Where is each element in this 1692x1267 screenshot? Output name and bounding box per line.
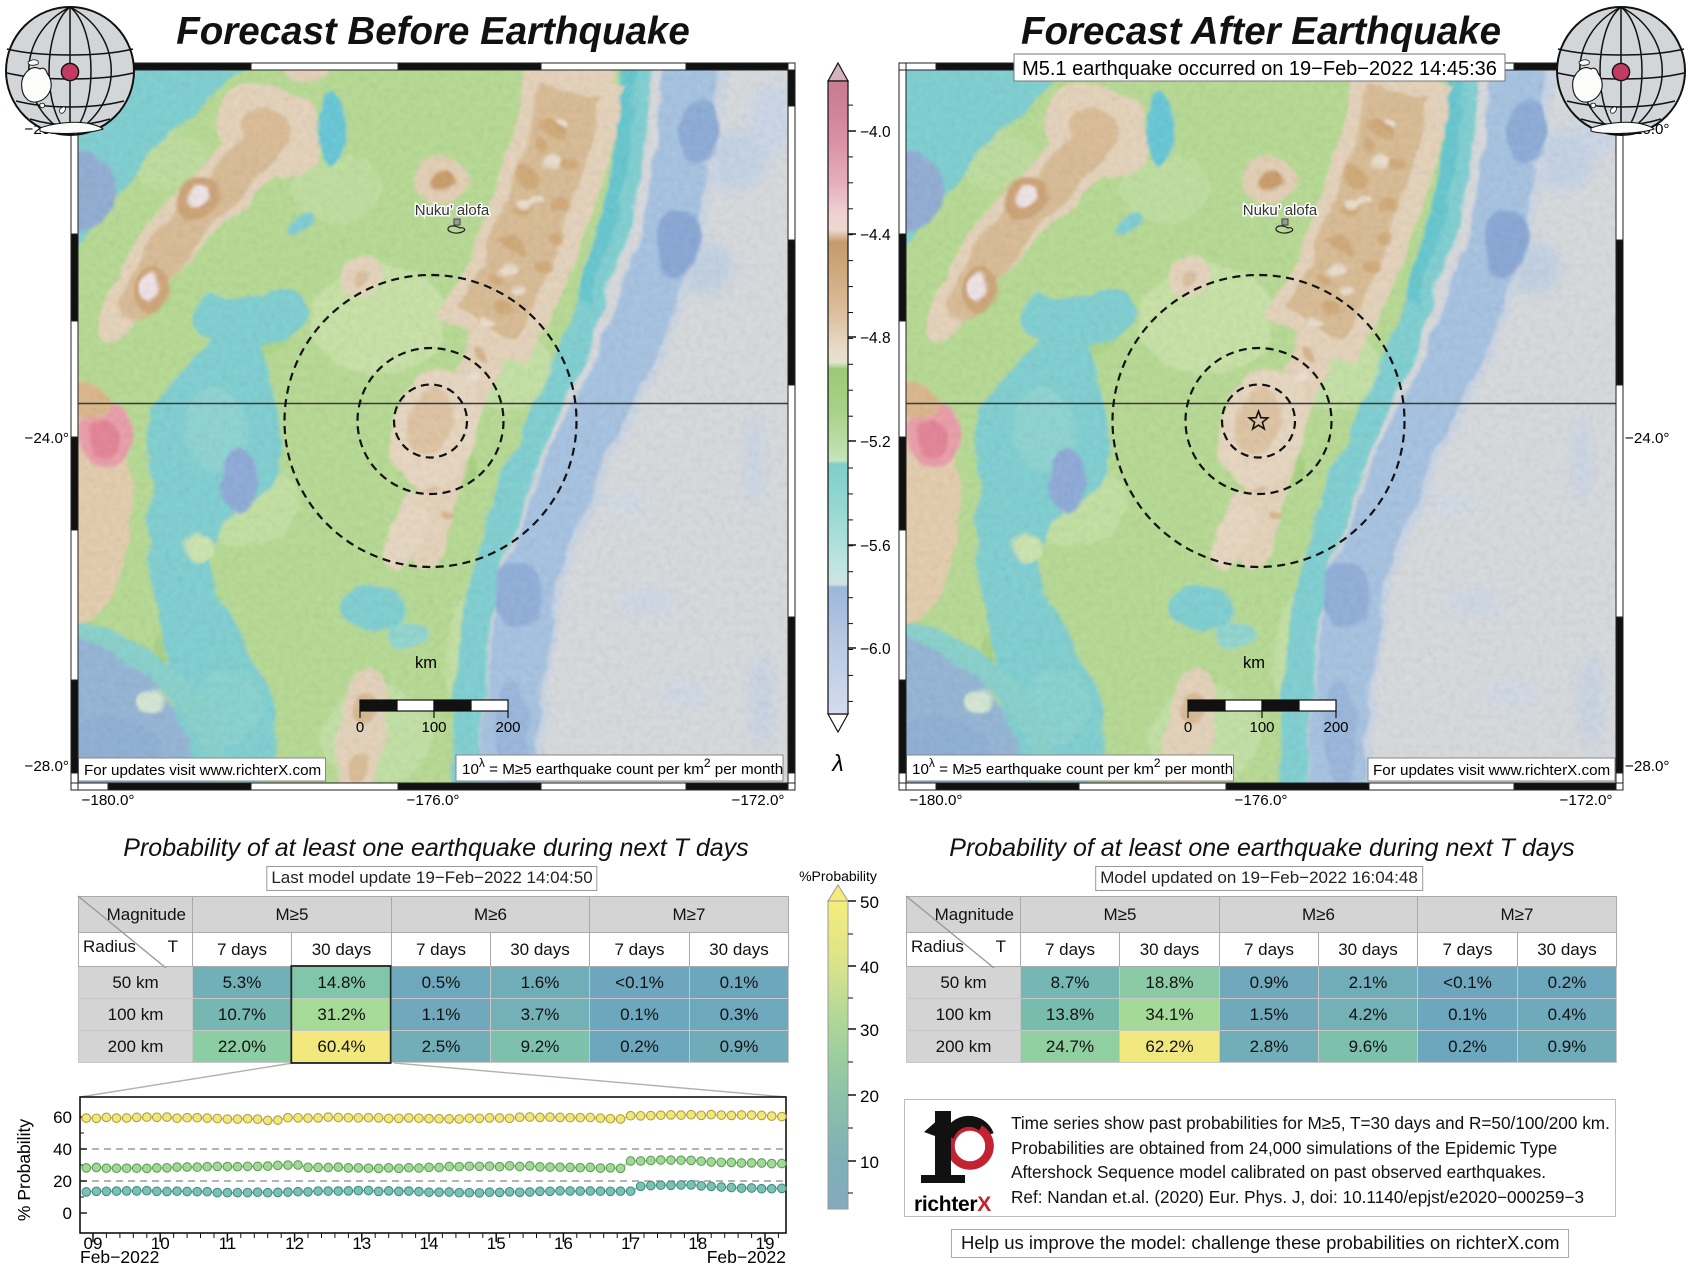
svg-text:−4.0: −4.0 — [860, 124, 891, 141]
svg-text:−176.0°: −176.0° — [1235, 792, 1288, 809]
svg-text:30: 30 — [860, 1021, 879, 1040]
svg-text:−5.6: −5.6 — [860, 538, 891, 555]
svg-text:−28.0°: −28.0° — [1625, 758, 1670, 775]
svg-text:17: 17 — [621, 1234, 640, 1253]
svg-text:−5.2: −5.2 — [860, 434, 891, 451]
svg-text:−20.0°: −20.0° — [1625, 121, 1670, 138]
svg-text:13: 13 — [352, 1234, 371, 1253]
svg-text:40: 40 — [53, 1140, 72, 1159]
svg-text:−28.0°: −28.0° — [24, 758, 69, 775]
svg-text:−172.0°: −172.0° — [732, 792, 785, 809]
svg-text:Feb−2022: Feb−2022 — [80, 1247, 159, 1267]
svg-text:−172.0°: −172.0° — [1560, 792, 1613, 809]
svg-text:−6.0: −6.0 — [860, 641, 891, 658]
svg-text:10λ = M≥5 earthquake count per: 10λ = M≥5 earthquake count per km2 per m… — [462, 756, 783, 778]
svg-text:10: 10 — [860, 1153, 879, 1172]
svg-text:40: 40 — [860, 958, 879, 977]
svg-text:Feb−2022: Feb−2022 — [707, 1247, 786, 1267]
svg-text:richterX: richterX — [914, 1193, 991, 1215]
svg-text:20: 20 — [860, 1087, 879, 1106]
svg-text:14: 14 — [420, 1234, 439, 1253]
svg-text:% Probability: % Probability — [14, 1119, 34, 1221]
svg-text:λ: λ — [830, 750, 843, 776]
svg-text:−176.0°: −176.0° — [407, 792, 460, 809]
svg-text:%Probability: %Probability — [799, 868, 877, 884]
svg-text:50: 50 — [860, 893, 879, 912]
svg-text:−24.0°: −24.0° — [1625, 430, 1670, 447]
svg-text:15: 15 — [487, 1234, 506, 1253]
svg-text:−4.4: −4.4 — [860, 227, 891, 244]
svg-text:19: 19 — [756, 1234, 775, 1253]
svg-text:−180.0°: −180.0° — [82, 792, 135, 809]
svg-text:−24.0°: −24.0° — [24, 430, 69, 447]
svg-text:M5.1 earthquake occurred on 19: M5.1 earthquake occurred on 19−Feb−2022 … — [1022, 58, 1497, 80]
svg-text:For updates visit www.richterX: For updates visit www.richterX.com — [1373, 762, 1610, 779]
svg-text:−180.0°: −180.0° — [910, 792, 963, 809]
svg-text:−20.0°: −20.0° — [24, 121, 69, 138]
svg-text:0: 0 — [63, 1204, 72, 1223]
svg-text:11: 11 — [219, 1234, 237, 1253]
svg-text:10λ = M≥5 earthquake count per: 10λ = M≥5 earthquake count per km2 per m… — [912, 756, 1233, 778]
svg-text:60: 60 — [53, 1108, 72, 1127]
svg-text:−4.8: −4.8 — [860, 330, 891, 347]
svg-text:12: 12 — [285, 1234, 304, 1253]
svg-text:16: 16 — [554, 1234, 573, 1253]
svg-text:20: 20 — [53, 1172, 72, 1191]
svg-text:10: 10 — [151, 1234, 170, 1253]
svg-text:09: 09 — [84, 1234, 103, 1253]
svg-text:18: 18 — [688, 1234, 707, 1253]
svg-text:For updates visit www.richterX: For updates visit www.richterX.com — [84, 762, 321, 779]
